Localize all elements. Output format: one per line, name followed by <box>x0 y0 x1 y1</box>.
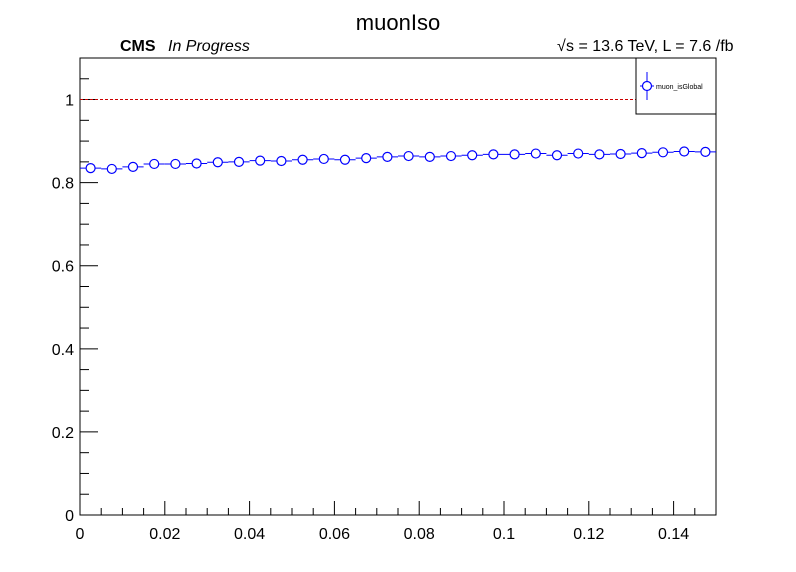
data-point <box>249 155 271 166</box>
data-point <box>228 156 250 167</box>
data-point-marker <box>615 148 626 160</box>
data-point <box>80 162 102 174</box>
data-point-marker <box>127 161 139 172</box>
data-point <box>525 148 547 159</box>
data-point-marker <box>530 148 541 159</box>
data-point-marker <box>85 162 96 174</box>
x-tick-label: 0.12 <box>573 526 604 543</box>
status-label: In Progress <box>168 38 250 55</box>
energy-label: s = 13.6 TeV, L = 7.6 /fb <box>566 38 734 55</box>
legend-marker-circle <box>641 80 653 92</box>
data-point-marker <box>106 163 117 175</box>
plot-frame <box>79 57 717 516</box>
y-tick-label: 0.4 <box>52 342 74 359</box>
data-point-marker <box>212 157 223 168</box>
data-point <box>143 158 165 170</box>
x-tick-label: 0 <box>76 526 85 543</box>
data-point <box>440 150 462 162</box>
data-point-marker <box>382 151 393 162</box>
data-point <box>207 157 229 168</box>
data-point <box>631 148 653 159</box>
data-point-marker <box>657 147 669 158</box>
data-point-marker <box>276 155 287 167</box>
data-point <box>652 147 674 158</box>
data-point-marker <box>361 153 372 164</box>
data-point <box>482 149 504 160</box>
y-tick-label: 0 <box>65 508 74 525</box>
data-point-marker <box>509 149 520 160</box>
legend-entry-label: muon_isGlobal <box>656 84 703 91</box>
data-point <box>186 158 208 169</box>
data-point <box>334 154 356 165</box>
data-point-marker <box>149 158 160 170</box>
data-point <box>673 146 695 157</box>
x-tick-label: 0.1 <box>493 526 515 543</box>
data-point-marker <box>467 150 478 161</box>
data-point <box>610 148 632 160</box>
data-point-marker <box>679 146 690 157</box>
data-point <box>292 154 314 165</box>
data-point-marker <box>170 158 181 170</box>
data-point <box>461 150 483 161</box>
data-point <box>588 149 610 160</box>
data-point <box>376 151 398 162</box>
y-tick-label: 0.2 <box>52 425 74 442</box>
data-point <box>546 150 568 161</box>
data-point-marker <box>233 156 245 167</box>
data-point-marker <box>424 151 435 162</box>
data-point-marker <box>318 153 329 165</box>
data-point <box>694 146 716 157</box>
data-point <box>164 158 186 170</box>
x-tick-label: 0.02 <box>149 526 180 543</box>
data-point-marker <box>636 148 647 159</box>
data-point-marker <box>594 149 605 160</box>
experiment-label: CMS <box>120 38 156 55</box>
y-tick-label: 0.8 <box>52 176 74 193</box>
data-point-marker <box>339 154 351 165</box>
data-point-marker <box>488 149 499 160</box>
data-point-marker <box>297 154 308 165</box>
y-tick-label: 0.6 <box>52 259 74 276</box>
data-point-marker <box>551 150 563 161</box>
x-tick-label: 0.06 <box>319 526 350 543</box>
data-point-marker <box>700 146 711 157</box>
data-point <box>270 155 292 167</box>
chart-title: muonIso <box>356 10 440 35</box>
x-tick-label: 0.08 <box>404 526 435 543</box>
data-point <box>567 148 589 159</box>
data-point <box>122 161 144 172</box>
energy-sqrt-symbol: √ <box>557 38 566 55</box>
data-point-marker <box>445 150 457 162</box>
data-point <box>419 151 441 162</box>
data-point-marker <box>255 155 266 166</box>
data-point <box>313 153 335 165</box>
data-point-marker <box>573 148 584 159</box>
legend: muon_isGlobal <box>635 57 717 115</box>
y-tick-label: 1 <box>65 93 74 110</box>
x-tick-label: 0.14 <box>658 526 689 543</box>
data-point <box>101 163 123 175</box>
x-tick-label: 0.04 <box>234 526 265 543</box>
data-point <box>398 150 420 162</box>
data-point-marker <box>403 150 414 162</box>
data-point-marker <box>191 158 202 169</box>
data-point <box>355 153 377 164</box>
data-point <box>504 149 526 160</box>
